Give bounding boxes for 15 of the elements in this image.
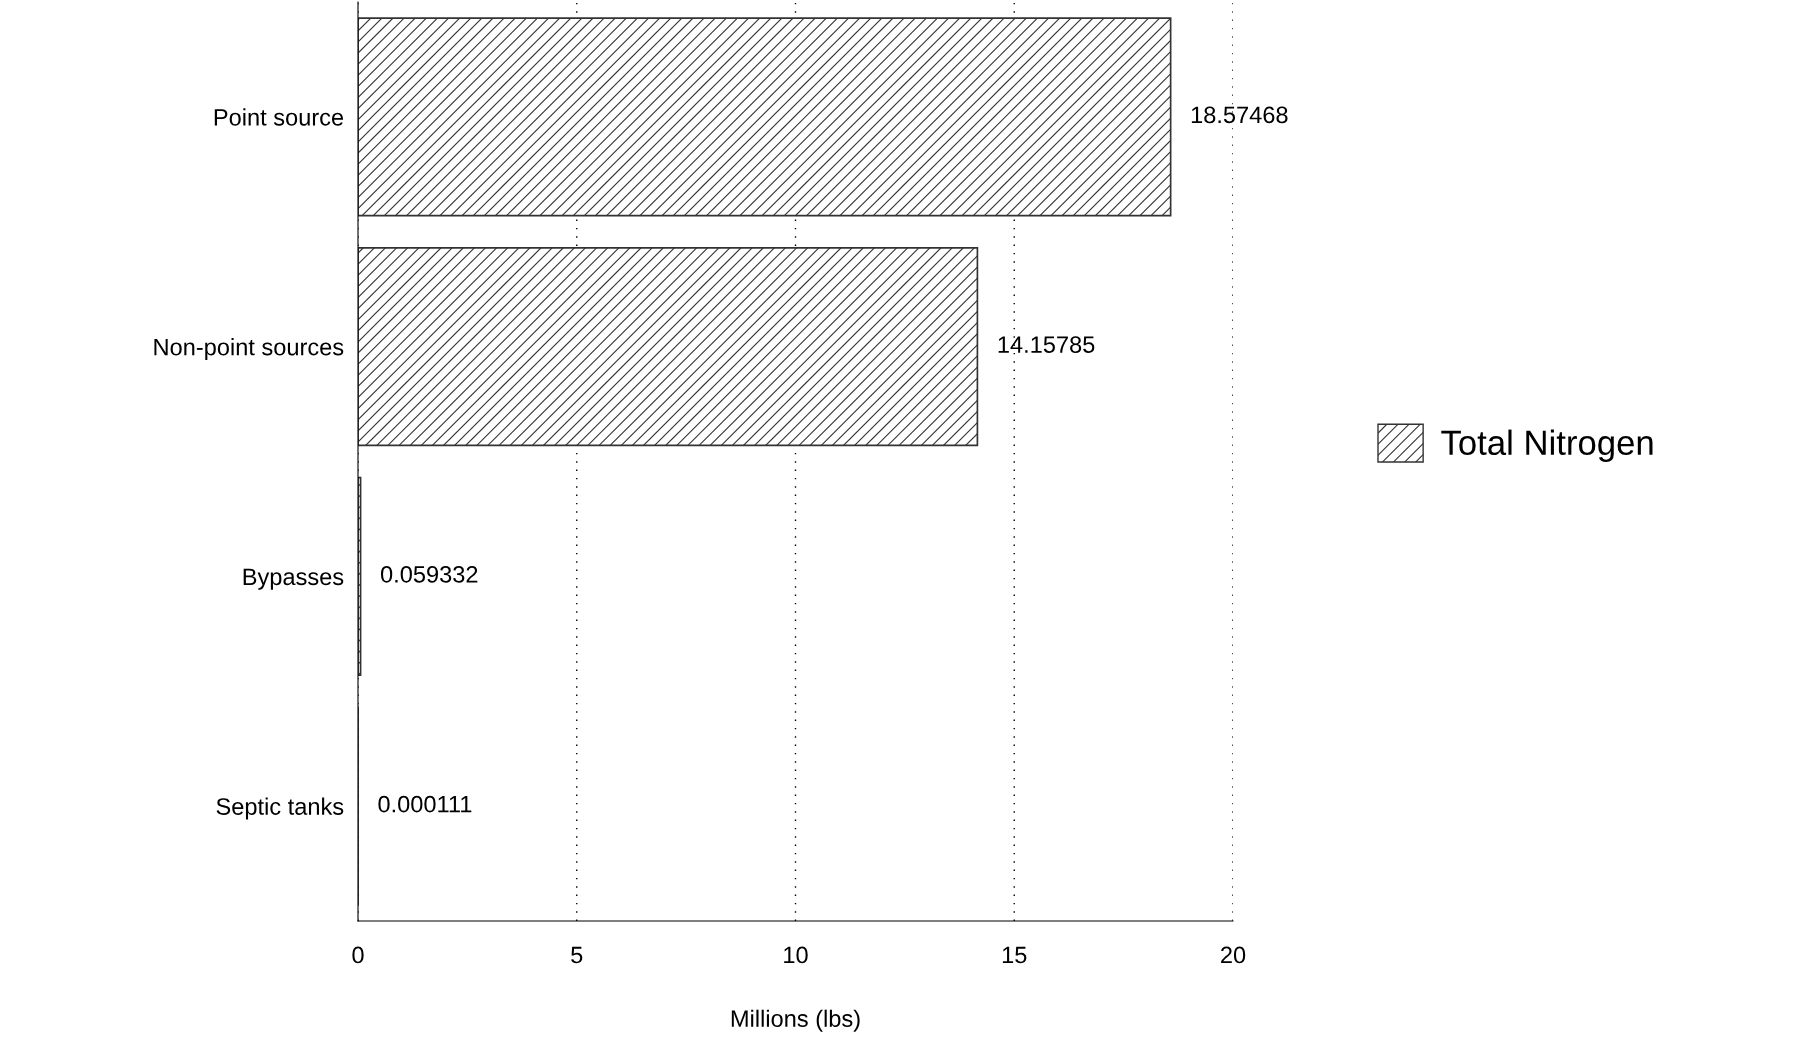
legend-label: Total Nitrogen — [1441, 429, 1653, 462]
y-tick-label: Non-point sources — [154, 338, 344, 361]
x-tick-label: 10 — [784, 946, 808, 964]
x-tick-label: 5 — [571, 946, 583, 964]
x-tick-label: 0 — [352, 946, 364, 964]
x-tick-label: 20 — [1221, 946, 1246, 964]
y-tick-label: Point source — [214, 108, 344, 126]
x-tick-label: 15 — [1002, 946, 1027, 964]
y-tick-label: Septic tanks — [216, 797, 344, 820]
data-label: 14.15785 — [998, 336, 1095, 353]
data-label: 18.57468 — [1191, 106, 1288, 124]
data-label: 0.000111 — [378, 795, 472, 813]
data-label: 0.059332 — [380, 565, 478, 583]
y-tick-label: Bypasses — [243, 568, 344, 590]
x-axis-title: Millions (lbs) — [731, 1009, 860, 1032]
